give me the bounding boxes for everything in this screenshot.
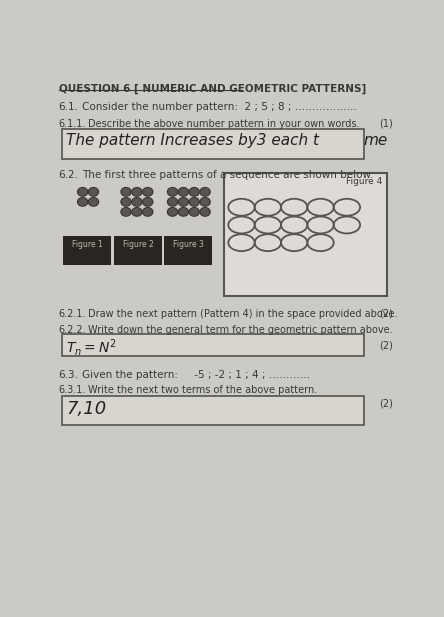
Text: 6.1.: 6.1. [59,102,79,112]
Bar [62,334,364,356]
Ellipse shape [121,197,131,206]
Ellipse shape [144,209,151,215]
Text: $T_n = N^2$: $T_n = N^2$ [66,337,117,358]
Ellipse shape [200,207,210,216]
Ellipse shape [122,189,130,195]
Text: Write the next two terms of the above pattern.: Write the next two terms of the above pa… [88,385,317,395]
Ellipse shape [201,189,209,195]
Text: (2): (2) [380,309,393,319]
Ellipse shape [90,199,97,205]
Ellipse shape [200,197,210,206]
Ellipse shape [133,199,141,205]
Ellipse shape [179,199,187,205]
Text: Describe the above number pattern in your own words.: Describe the above number pattern in you… [88,118,360,129]
Ellipse shape [189,188,199,196]
Bar [225,173,387,296]
Text: 6.3.: 6.3. [59,370,79,379]
Ellipse shape [144,199,151,205]
Bar [63,236,111,265]
Ellipse shape [143,207,153,216]
Text: Figure 4: Figure 4 [346,177,383,186]
Text: Figure 1: Figure 1 [72,241,103,249]
Ellipse shape [133,209,141,215]
Text: 6.2.2.: 6.2.2. [59,325,86,335]
Ellipse shape [169,189,176,195]
Ellipse shape [201,209,209,215]
Text: The pattern Increases by3 each t: The pattern Increases by3 each t [66,133,319,148]
Ellipse shape [90,189,97,195]
Ellipse shape [169,209,176,215]
Ellipse shape [189,207,199,216]
Bar [62,396,364,425]
Ellipse shape [88,188,99,196]
Ellipse shape [178,207,188,216]
Ellipse shape [179,189,187,195]
Ellipse shape [79,189,87,195]
Text: Draw the next pattern (Pattern 4) in the space provided above.: Draw the next pattern (Pattern 4) in the… [88,309,397,319]
Text: Figure 3: Figure 3 [173,241,203,249]
Ellipse shape [189,197,199,206]
Bar [115,236,163,265]
Bar [62,130,364,159]
Ellipse shape [167,197,178,206]
Ellipse shape [122,209,130,215]
Text: Figure 2: Figure 2 [123,241,154,249]
Text: (1): (1) [380,118,393,129]
Ellipse shape [190,209,198,215]
Ellipse shape [179,209,187,215]
Ellipse shape [122,199,130,205]
Ellipse shape [201,199,209,205]
Ellipse shape [78,197,87,206]
Ellipse shape [132,207,142,216]
Text: (2): (2) [380,399,393,409]
Text: 6.3.1.: 6.3.1. [59,385,86,395]
Ellipse shape [167,207,178,216]
Text: 6.2.: 6.2. [59,170,79,180]
Text: QUESTION 6 [ NUMERIC AND GEOMETRIC PATTERNS]: QUESTION 6 [ NUMERIC AND GEOMETRIC PATTE… [59,83,366,94]
Ellipse shape [200,188,210,196]
Ellipse shape [190,199,198,205]
Text: 7,10: 7,10 [66,400,107,418]
Ellipse shape [88,197,99,206]
Text: Given the pattern:     -5 ; -2 ; 1 ; 4 ; …………: Given the pattern: -5 ; -2 ; 1 ; 4 ; ………… [82,370,310,379]
Text: 6.1.1.: 6.1.1. [59,118,86,129]
Ellipse shape [144,189,151,195]
Bar [164,236,212,265]
Ellipse shape [178,197,188,206]
Ellipse shape [133,189,141,195]
Ellipse shape [178,188,188,196]
Text: Write down the general term for the geometric pattern above.: Write down the general term for the geom… [88,325,392,335]
Ellipse shape [121,207,131,216]
Ellipse shape [78,188,87,196]
Text: me: me [364,133,388,148]
Ellipse shape [143,188,153,196]
Text: (2): (2) [380,340,393,350]
Text: The first three patterns of a sequence are shown below.: The first three patterns of a sequence a… [82,170,373,180]
Ellipse shape [132,188,142,196]
Text: 6.2.1.: 6.2.1. [59,309,86,319]
Ellipse shape [132,197,142,206]
Ellipse shape [79,199,87,205]
Ellipse shape [121,188,131,196]
Ellipse shape [169,199,176,205]
Ellipse shape [190,189,198,195]
Ellipse shape [143,197,153,206]
Ellipse shape [167,188,178,196]
Text: Consider the number pattern:  2 ; 5 ; 8 ; ………………: Consider the number pattern: 2 ; 5 ; 8 ;… [82,102,357,112]
